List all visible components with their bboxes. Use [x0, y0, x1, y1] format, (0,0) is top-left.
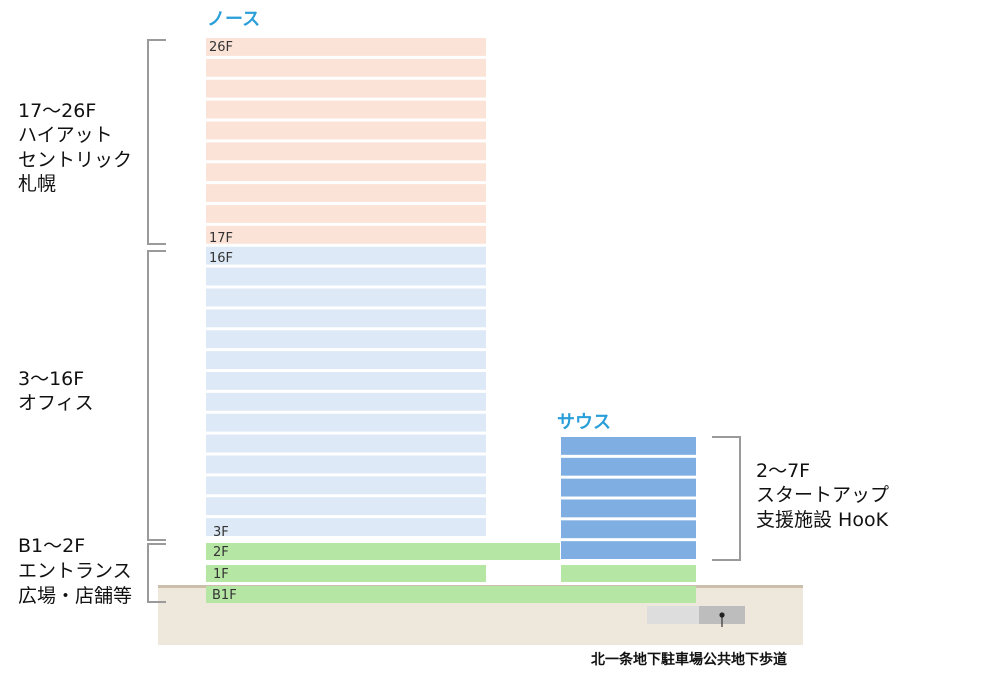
floor-12f [206, 330, 486, 349]
office-group-label: 3〜16F オフィス [18, 368, 94, 414]
floor-24f [206, 79, 486, 98]
underground-walkway-label: 北一条地下駐車場公共地下歩道 [591, 651, 787, 668]
floor-label-17f: 17F [209, 231, 233, 246]
south-tower-label: サウス [557, 412, 611, 433]
floor-7f [206, 434, 486, 453]
floor-labels: 26F 17F 16F 3F 2F 1F B1F [209, 40, 237, 603]
floor-17f [206, 225, 486, 244]
floor-5f [206, 476, 486, 495]
north-tower [206, 38, 486, 536]
office-label-name: オフィス [18, 392, 94, 414]
entrance-bracket [147, 543, 166, 603]
floor-label-16f: 16F [209, 251, 233, 266]
floor-22f [206, 121, 486, 140]
floor-3f [206, 518, 486, 536]
entrance-group-label: B1〜2F エントランス 広場・店舗等 [18, 535, 132, 607]
floor-11f [206, 351, 486, 369]
hotel-bracket [147, 39, 166, 245]
floor-4f [206, 497, 486, 516]
floor-18f [206, 205, 486, 223]
entrance-label-floors: B1〜2F [18, 535, 85, 557]
floor-14f [206, 288, 486, 307]
startup-bracket [712, 436, 741, 561]
south-floor-4f [561, 499, 696, 518]
hotel-label-floors: 17〜26F [18, 100, 96, 122]
floor-21f [206, 142, 486, 161]
south-tower [561, 437, 696, 559]
floor-label-26f: 26F [209, 40, 233, 55]
floor-2f-north [206, 543, 560, 560]
floor-b1f [206, 586, 696, 603]
north-tower-label: ノース [207, 9, 260, 30]
floor-9f [206, 392, 486, 411]
south-floor-2f [561, 541, 696, 559]
floor-label-2f: 2F [213, 545, 229, 560]
hotel-group-label: 17〜26F ハイアット セントリック 札幌 [18, 100, 132, 195]
retail-floors [206, 543, 696, 603]
floor-8f [206, 413, 486, 432]
entrance-label-line-1: エントランス [18, 560, 132, 582]
entrance-label-line-2: 広場・店舗等 [18, 585, 132, 607]
floor-1f-south [561, 565, 696, 582]
startup-group-label: 2〜7F スタートアップ 支援施設 HooK [756, 460, 889, 531]
floor-25f [206, 58, 486, 77]
group-brackets [147, 39, 741, 603]
floor-26f [206, 38, 486, 56]
floor-13f [206, 309, 486, 328]
startup-label-floors: 2〜7F [756, 460, 810, 482]
south-floor-7f [561, 437, 696, 455]
floor-15f [206, 267, 486, 286]
walkway-leader-dot [719, 612, 725, 618]
south-floor-3f [561, 520, 696, 539]
floor-6f [206, 455, 486, 474]
floor-20f [206, 163, 486, 182]
office-bracket [147, 250, 166, 541]
hotel-label-line-1: ハイアット [18, 124, 113, 146]
floor-19f [206, 184, 486, 202]
office-label-floors: 3〜16F [18, 368, 84, 390]
floor-1f-north [206, 565, 486, 582]
floor-16f [206, 246, 486, 265]
hotel-label-line-3: 札幌 [18, 173, 56, 195]
floor-label-3f: 3F [213, 525, 229, 540]
floor-label-b1f: B1F [212, 588, 237, 603]
south-floor-5f [561, 478, 696, 497]
walkway-light-block [647, 606, 699, 624]
floor-10f [206, 372, 486, 390]
floor-23f [206, 100, 486, 119]
south-floor-6f [561, 457, 696, 476]
startup-label-line-2: 支援施設 HooK [756, 509, 889, 531]
floor-label-1f: 1F [213, 567, 229, 582]
hotel-label-line-2: セントリック [18, 149, 132, 171]
startup-label-line-1: スタートアップ [756, 484, 889, 506]
